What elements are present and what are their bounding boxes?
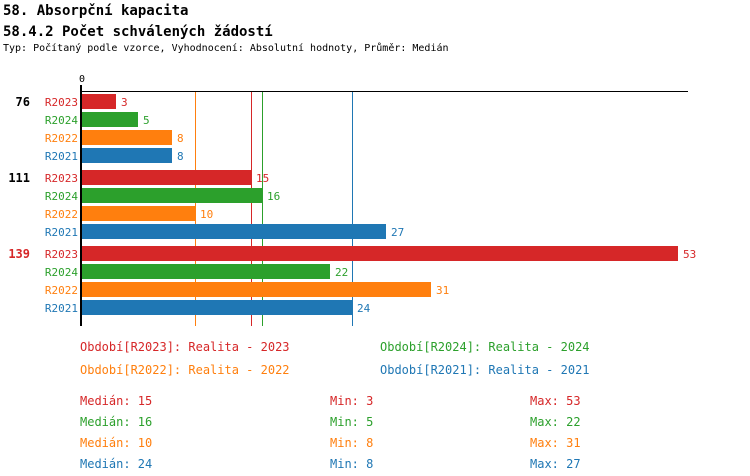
bar-value-label-R2023: 53 <box>683 248 697 261</box>
stat-min-R2024: Min: 5 <box>330 415 374 429</box>
bar-value-label-R2021: 8 <box>177 150 184 163</box>
bar-R2023-group2 <box>82 170 251 185</box>
y-axis-line <box>80 85 82 326</box>
series-tick-label-R2021: R2021 <box>44 150 78 163</box>
median-line-R2024 <box>262 91 263 326</box>
chart-meta-line: Typ: Počítaný podle vzorce, Vyhodnocení:… <box>3 43 449 54</box>
bar-value-label-R2023: 15 <box>256 172 270 185</box>
bar-value-label-R2024: 16 <box>267 190 281 203</box>
series-tick-label-R2022: R2022 <box>44 132 78 145</box>
series-tick-label-R2021: R2021 <box>44 302 78 315</box>
bar-R2024-group3 <box>82 264 330 279</box>
bar-value-label-R2021: 27 <box>391 226 405 239</box>
legend-item-R2022: Období[R2022]: Realita - 2022 <box>80 363 290 377</box>
bar-R2022-group3 <box>82 282 431 297</box>
bar-value-label-R2024: 5 <box>143 114 150 127</box>
series-tick-label-R2021: R2021 <box>44 226 78 239</box>
group-total-label: 76 <box>15 95 30 109</box>
stat-max-R2023: Max: 53 <box>530 394 581 408</box>
bar-value-label-R2022: 8 <box>177 132 184 145</box>
stat-max-R2021: Max: 27 <box>530 457 581 471</box>
series-tick-label-R2024: R2024 <box>44 114 78 127</box>
bar-value-label-R2021: 24 <box>357 302 371 315</box>
bar-value-label-R2024: 22 <box>335 266 349 279</box>
legend-item-R2023: Období[R2023]: Realita - 2023 <box>80 340 290 354</box>
stat-min-R2023: Min: 3 <box>330 394 374 408</box>
bar-R2021-group2 <box>82 224 386 239</box>
stat-max-R2024: Max: 22 <box>530 415 581 429</box>
bar-R2023-group3 <box>82 246 678 261</box>
bar-R2022-group2 <box>82 206 195 221</box>
stat-max-R2022: Max: 31 <box>530 436 581 450</box>
series-tick-label-R2023: R2023 <box>44 96 78 109</box>
bar-R2022-group1 <box>82 130 172 145</box>
series-tick-label-R2023: R2023 <box>44 248 78 261</box>
stat-median-R2023: Medián: 15 <box>80 394 153 408</box>
axis-origin-label: 0 <box>78 74 86 85</box>
stat-median-R2024: Medián: 16 <box>80 415 153 429</box>
series-tick-label-R2024: R2024 <box>44 266 78 279</box>
bar-R2021-group3 <box>82 300 352 315</box>
stat-min-R2021: Min: 8 <box>330 457 374 471</box>
indicator-title: 58.4.2 Počet schválených žádostí <box>3 24 273 40</box>
median-line-R2022 <box>195 91 196 326</box>
group-total-label: 111 <box>8 171 30 185</box>
median-line-R2021 <box>352 91 353 326</box>
bar-R2024-group1 <box>82 112 138 127</box>
legend-item-R2021: Období[R2021]: Realita - 2021 <box>380 363 590 377</box>
bar-value-label-R2022: 10 <box>200 208 214 221</box>
bar-R2024-group2 <box>82 188 262 203</box>
stat-median-R2022: Medián: 10 <box>80 436 153 450</box>
bar-value-label-R2022: 31 <box>436 284 450 297</box>
page-title: 58. Absorpční kapacita <box>3 3 189 19</box>
bar-R2023-group1 <box>82 94 116 109</box>
series-tick-label-R2023: R2023 <box>44 172 78 185</box>
bar-value-label-R2023: 3 <box>121 96 128 109</box>
stat-min-R2022: Min: 8 <box>330 436 374 450</box>
series-tick-label-R2024: R2024 <box>44 190 78 203</box>
series-tick-label-R2022: R2022 <box>44 208 78 221</box>
x-axis-line <box>81 91 688 92</box>
legend-item-R2024: Období[R2024]: Realita - 2024 <box>380 340 590 354</box>
stat-median-R2021: Medián: 24 <box>80 457 153 471</box>
median-line-R2023 <box>251 91 252 326</box>
group-total-label: 139 <box>8 247 30 261</box>
bar-R2021-group1 <box>82 148 172 163</box>
series-tick-label-R2022: R2022 <box>44 284 78 297</box>
